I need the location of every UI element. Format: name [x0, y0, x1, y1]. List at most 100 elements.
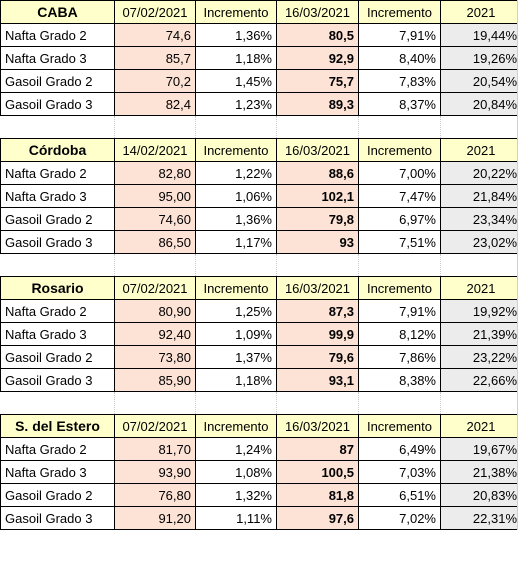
price-date-2-cell[interactable]: 87,3 — [276, 299, 359, 323]
increment-1-cell[interactable]: 1,32% — [195, 483, 277, 507]
product-name-cell[interactable]: Nafta Grado 2 — [0, 23, 115, 47]
product-name-cell[interactable]: Gasoil Grado 2 — [0, 345, 115, 369]
increment-1-cell[interactable]: 1,22% — [195, 161, 277, 185]
empty-cell[interactable] — [114, 391, 196, 415]
city-name-cell[interactable]: Córdoba — [0, 138, 115, 162]
product-name-cell[interactable]: Gasoil Grado 3 — [0, 92, 115, 116]
date-1-header[interactable]: 07/02/2021 — [114, 0, 196, 24]
increment-1-cell[interactable]: 1,09% — [195, 322, 277, 346]
empty-cell[interactable] — [0, 253, 115, 277]
year-increment-cell[interactable]: 21,84% — [440, 184, 518, 208]
empty-cell[interactable] — [195, 253, 277, 277]
increment-2-cell[interactable]: 6,51% — [358, 483, 441, 507]
year-increment-cell[interactable]: 19,67% — [440, 437, 518, 461]
empty-cell[interactable] — [114, 115, 196, 139]
empty-cell[interactable] — [440, 115, 518, 139]
increment-1-header[interactable]: Incremento — [195, 138, 277, 162]
year-increment-cell[interactable]: 21,39% — [440, 322, 518, 346]
year-header[interactable]: 2021 — [440, 414, 518, 438]
year-increment-cell[interactable]: 19,26% — [440, 46, 518, 70]
year-increment-cell[interactable]: 23,22% — [440, 345, 518, 369]
price-date-1-cell[interactable]: 76,80 — [114, 483, 196, 507]
year-header[interactable]: 2021 — [440, 138, 518, 162]
increment-2-cell[interactable]: 7,47% — [358, 184, 441, 208]
price-date-2-cell[interactable]: 89,3 — [276, 92, 359, 116]
increment-2-cell[interactable]: 8,40% — [358, 46, 441, 70]
empty-cell[interactable] — [276, 391, 359, 415]
empty-cell[interactable] — [195, 115, 277, 139]
increment-1-cell[interactable]: 1,18% — [195, 368, 277, 392]
increment-1-cell[interactable]: 1,11% — [195, 506, 277, 530]
price-date-1-cell[interactable]: 95,00 — [114, 184, 196, 208]
year-increment-cell[interactable]: 22,66% — [440, 368, 518, 392]
increment-2-cell[interactable]: 6,49% — [358, 437, 441, 461]
year-increment-cell[interactable]: 19,44% — [440, 23, 518, 47]
price-date-1-cell[interactable]: 85,7 — [114, 46, 196, 70]
price-date-1-cell[interactable]: 85,90 — [114, 368, 196, 392]
increment-1-cell[interactable]: 1,25% — [195, 299, 277, 323]
empty-cell[interactable] — [195, 391, 277, 415]
increment-1-cell[interactable]: 1,23% — [195, 92, 277, 116]
date-2-header[interactable]: 16/03/2021 — [276, 276, 359, 300]
price-date-2-cell[interactable]: 87 — [276, 437, 359, 461]
increment-2-cell[interactable]: 7,91% — [358, 299, 441, 323]
year-increment-cell[interactable]: 23,02% — [440, 230, 518, 254]
increment-1-header[interactable]: Incremento — [195, 276, 277, 300]
increment-2-cell[interactable]: 7,03% — [358, 460, 441, 484]
price-date-1-cell[interactable]: 70,2 — [114, 69, 196, 93]
increment-1-cell[interactable]: 1,36% — [195, 23, 277, 47]
empty-cell[interactable] — [114, 253, 196, 277]
increment-2-cell[interactable]: 8,12% — [358, 322, 441, 346]
increment-2-cell[interactable]: 7,86% — [358, 345, 441, 369]
increment-2-header[interactable]: Incremento — [358, 276, 441, 300]
product-name-cell[interactable]: Gasoil Grado 2 — [0, 69, 115, 93]
year-header[interactable]: 2021 — [440, 0, 518, 24]
product-name-cell[interactable]: Gasoil Grado 3 — [0, 230, 115, 254]
year-increment-cell[interactable]: 22,31% — [440, 506, 518, 530]
empty-cell[interactable] — [440, 253, 518, 277]
price-date-1-cell[interactable]: 82,80 — [114, 161, 196, 185]
year-increment-cell[interactable]: 20,83% — [440, 483, 518, 507]
year-increment-cell[interactable]: 23,34% — [440, 207, 518, 231]
date-1-header[interactable]: 07/02/2021 — [114, 414, 196, 438]
year-increment-cell[interactable]: 19,92% — [440, 299, 518, 323]
increment-1-cell[interactable]: 1,08% — [195, 460, 277, 484]
date-1-header[interactable]: 14/02/2021 — [114, 138, 196, 162]
price-date-2-cell[interactable]: 92,9 — [276, 46, 359, 70]
price-date-1-cell[interactable]: 74,6 — [114, 23, 196, 47]
price-date-1-cell[interactable]: 82,4 — [114, 92, 196, 116]
year-increment-cell[interactable]: 20,54% — [440, 69, 518, 93]
increment-2-cell[interactable]: 8,38% — [358, 368, 441, 392]
empty-cell[interactable] — [440, 391, 518, 415]
date-2-header[interactable]: 16/03/2021 — [276, 0, 359, 24]
year-increment-cell[interactable]: 20,22% — [440, 161, 518, 185]
increment-1-cell[interactable]: 1,18% — [195, 46, 277, 70]
increment-1-cell[interactable]: 1,06% — [195, 184, 277, 208]
price-date-2-cell[interactable]: 80,5 — [276, 23, 359, 47]
empty-cell[interactable] — [276, 253, 359, 277]
increment-1-header[interactable]: Incremento — [195, 0, 277, 24]
product-name-cell[interactable]: Gasoil Grado 3 — [0, 368, 115, 392]
empty-cell[interactable] — [358, 391, 441, 415]
increment-1-cell[interactable]: 1,45% — [195, 69, 277, 93]
product-name-cell[interactable]: Nafta Grado 3 — [0, 184, 115, 208]
city-name-cell[interactable]: Rosario — [0, 276, 115, 300]
increment-1-cell[interactable]: 1,17% — [195, 230, 277, 254]
year-increment-cell[interactable]: 20,84% — [440, 92, 518, 116]
increment-2-header[interactable]: Incremento — [358, 0, 441, 24]
price-date-2-cell[interactable]: 93 — [276, 230, 359, 254]
city-name-cell[interactable]: S. del Estero — [0, 414, 115, 438]
increment-2-cell[interactable]: 7,91% — [358, 23, 441, 47]
product-name-cell[interactable]: Nafta Grado 2 — [0, 437, 115, 461]
increment-2-header[interactable]: Incremento — [358, 138, 441, 162]
date-2-header[interactable]: 16/03/2021 — [276, 414, 359, 438]
product-name-cell[interactable]: Gasoil Grado 2 — [0, 483, 115, 507]
price-date-1-cell[interactable]: 73,80 — [114, 345, 196, 369]
price-date-1-cell[interactable]: 81,70 — [114, 437, 196, 461]
product-name-cell[interactable]: Nafta Grado 2 — [0, 299, 115, 323]
empty-cell[interactable] — [358, 115, 441, 139]
increment-1-cell[interactable]: 1,36% — [195, 207, 277, 231]
product-name-cell[interactable]: Gasoil Grado 2 — [0, 207, 115, 231]
empty-cell[interactable] — [0, 115, 115, 139]
price-date-1-cell[interactable]: 74,60 — [114, 207, 196, 231]
